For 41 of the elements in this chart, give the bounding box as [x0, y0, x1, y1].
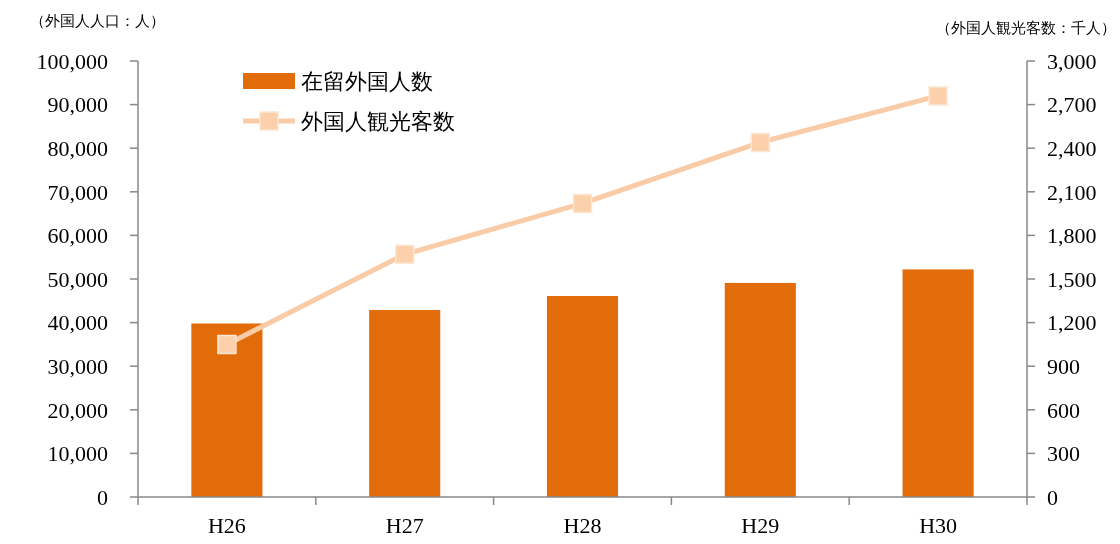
y-tick-label: 30,000 [47, 353, 108, 379]
y2-tick-label: 300 [1047, 441, 1080, 467]
x-tick-label: H27 [385, 513, 424, 538]
legend-label: 外国人観光客数 [301, 108, 455, 134]
y2-tick-label: 1,500 [1047, 266, 1097, 292]
x-tick-label: H30 [919, 513, 958, 538]
bar [724, 282, 796, 497]
y2-tick-label: 1,200 [1047, 310, 1097, 336]
y-tick-label: 10,000 [47, 441, 108, 467]
y2-tick-label: 600 [1047, 397, 1080, 423]
bar [369, 309, 441, 497]
y2-tick-label: 1,800 [1047, 223, 1097, 249]
x-tick-label: H26 [207, 513, 246, 538]
bar [902, 269, 974, 497]
point [217, 334, 237, 355]
point [394, 244, 415, 265]
point [750, 132, 771, 153]
y2-tick-label: 2,400 [1047, 135, 1097, 161]
y-tick-label: 70,000 [47, 179, 108, 205]
x-tick-label: H28 [563, 513, 602, 538]
y-tick-label: 80,000 [47, 135, 108, 161]
y-tick-label: 0 [97, 484, 108, 510]
point [572, 193, 593, 214]
y-tick-label: 100,000 [36, 48, 108, 74]
y2-axis-title: （外国人観光客数：千人） [936, 19, 1116, 37]
y-axis-title: （外国人人口：人） [30, 12, 165, 30]
y2-tick-label: 0 [1047, 484, 1058, 510]
y2-tick-label: 900 [1047, 353, 1080, 379]
y-tick-label: 90,000 [47, 92, 108, 118]
bar [191, 323, 263, 497]
point [928, 86, 948, 106]
y2-tick-label: 2,100 [1047, 179, 1097, 205]
y-tick-label: 60,000 [47, 223, 108, 249]
y-tick-label: 50,000 [47, 266, 108, 292]
y2-tick-label: 2,700 [1047, 92, 1097, 118]
y-tick-label: 20,000 [47, 397, 108, 423]
bar [546, 296, 619, 497]
y-tick-label: 40,000 [47, 310, 108, 336]
legend-label: 在留外国人数 [301, 68, 433, 94]
x-tick-label: H29 [741, 513, 780, 538]
y2-tick-label: 3,000 [1047, 48, 1097, 74]
